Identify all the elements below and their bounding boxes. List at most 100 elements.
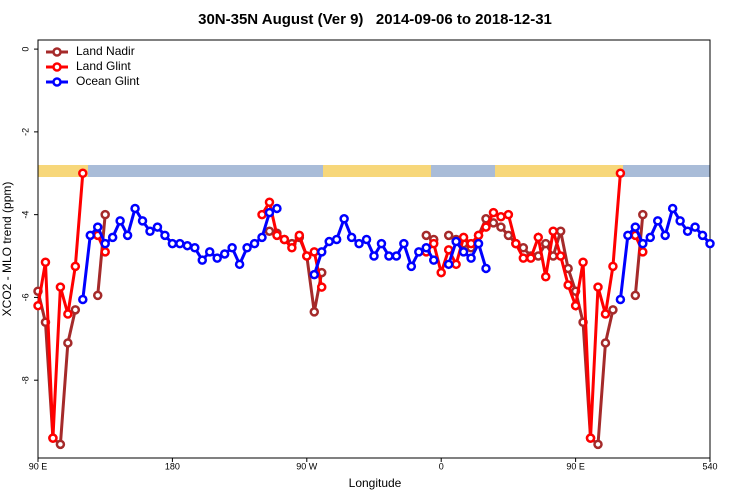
data-point: [130, 203, 140, 214]
data-point: [63, 309, 73, 319]
data-point: [376, 238, 387, 249]
y-tick-label: -2: [20, 128, 30, 136]
data-point: [451, 236, 461, 247]
x-tick-label: 180: [165, 461, 180, 471]
data-point: [55, 439, 66, 450]
data-point: [503, 209, 514, 220]
data-point: [518, 243, 529, 253]
data-point: [234, 259, 245, 270]
data-point: [540, 238, 551, 249]
plot-frame: [37, 39, 711, 459]
data-point: [78, 168, 88, 179]
data-point: [100, 209, 110, 220]
data-point: [421, 243, 432, 253]
data-point: [100, 238, 110, 249]
legend-label: Land Glint: [76, 59, 131, 73]
data-point: [518, 253, 529, 263]
data-point: [264, 197, 275, 207]
data-point: [451, 259, 461, 270]
y-tick-label: -4: [20, 211, 30, 219]
data-point: [496, 211, 506, 222]
data-point: [331, 234, 342, 245]
data-point: [608, 261, 618, 272]
data-point: [219, 249, 230, 259]
data-point: [615, 168, 626, 179]
data-point: [705, 238, 715, 249]
data-point: [540, 271, 551, 282]
data-point: [264, 207, 275, 218]
data-point: [697, 230, 708, 241]
data-point: [272, 230, 282, 241]
data-point: [406, 261, 417, 272]
data-point: [481, 263, 491, 274]
data-point: [227, 243, 237, 253]
y-tick-label: -8: [20, 376, 30, 384]
data-point: [466, 253, 476, 263]
data-point: [660, 230, 670, 241]
data-point: [115, 216, 125, 226]
data-point: [197, 255, 208, 265]
data-point: [316, 282, 327, 292]
data-point: [204, 247, 215, 257]
data-point: [384, 251, 394, 261]
data-point: [578, 257, 588, 267]
data-point: [638, 209, 648, 220]
data-point: [615, 294, 626, 305]
data-point: [316, 247, 327, 257]
data-point: [496, 222, 506, 232]
data-point: [585, 433, 596, 443]
data-point: [488, 207, 499, 218]
legend-label: Land Nadir: [76, 44, 135, 58]
data-point: [563, 280, 573, 290]
data-point: [361, 234, 372, 245]
data-point: [675, 216, 685, 226]
x-tick-label: 90 E: [29, 461, 48, 471]
data-point: [533, 232, 544, 243]
data-point: [309, 269, 320, 280]
data-point: [100, 247, 110, 257]
data-point: [630, 222, 641, 232]
data-point: [503, 230, 514, 241]
data-point: [92, 290, 103, 301]
data-point: [690, 222, 700, 232]
data-point: [481, 222, 491, 232]
data-point: [346, 232, 357, 243]
data-point: [175, 238, 185, 249]
data-point: [645, 232, 656, 243]
data-point: [145, 226, 155, 236]
data-point: [78, 294, 88, 305]
data-point: [593, 439, 603, 450]
data-point: [593, 282, 603, 292]
data-point: [428, 238, 439, 249]
data-point: [242, 243, 252, 253]
y-tick-label: 0: [20, 47, 30, 52]
data-point: [70, 261, 81, 272]
data-point: [466, 238, 476, 249]
series-line: [36, 290, 77, 448]
data-point: [458, 232, 469, 243]
data-point: [608, 305, 618, 315]
data-point: [190, 243, 200, 253]
data-point: [488, 218, 499, 228]
data-point: [249, 238, 260, 249]
x-tick-label: 0: [439, 461, 444, 471]
data-point: [160, 230, 170, 241]
data-point: [443, 230, 454, 241]
data-point: [428, 255, 439, 265]
data-point: [257, 232, 267, 243]
data-point: [473, 230, 484, 241]
data-point: [55, 282, 66, 292]
x-tick-label: 90 E: [566, 461, 585, 471]
legend-marker: [52, 47, 62, 57]
data-point: [40, 257, 51, 267]
data-point: [526, 253, 536, 263]
x-tick-label: 90 W: [296, 461, 318, 471]
data-point: [85, 230, 96, 241]
data-point: [555, 251, 566, 261]
data-point: [421, 230, 432, 241]
data-point: [458, 247, 469, 257]
data-point: [391, 251, 402, 261]
chart-title: 30N-35N August (Ver 9) 2014-09-06 to 201…: [198, 11, 552, 28]
data-point: [667, 203, 678, 214]
map-strip: [38, 165, 710, 177]
